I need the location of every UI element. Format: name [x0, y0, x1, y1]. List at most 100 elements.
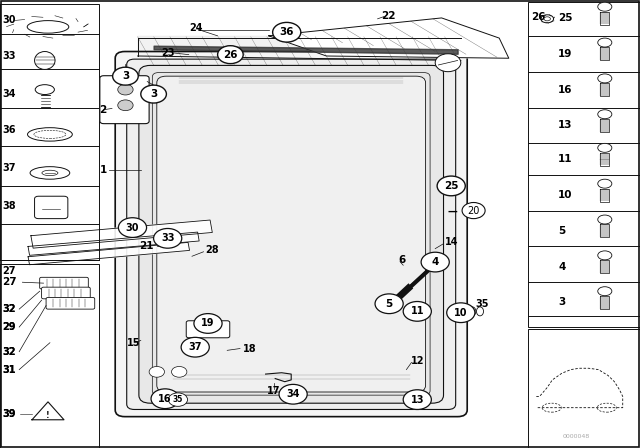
Circle shape [118, 218, 147, 237]
Text: 34: 34 [2, 89, 15, 99]
Ellipse shape [598, 215, 612, 224]
Circle shape [273, 22, 301, 42]
Text: 4: 4 [558, 262, 566, 271]
Circle shape [437, 176, 465, 196]
Text: 4: 4 [431, 257, 439, 267]
FancyBboxPatch shape [35, 196, 68, 219]
Text: 10: 10 [558, 190, 573, 200]
Text: 39: 39 [2, 409, 15, 419]
Ellipse shape [598, 110, 612, 119]
Text: 19: 19 [201, 319, 215, 328]
Text: 36: 36 [280, 27, 294, 37]
FancyBboxPatch shape [157, 76, 426, 392]
Text: 16: 16 [558, 85, 573, 95]
Text: 32: 32 [2, 304, 15, 314]
Text: 37: 37 [2, 163, 15, 173]
Text: 21: 21 [139, 241, 154, 251]
Circle shape [403, 302, 431, 321]
Circle shape [403, 390, 431, 409]
Text: 27: 27 [2, 277, 17, 287]
Ellipse shape [476, 307, 484, 316]
Text: 35: 35 [476, 299, 489, 309]
Polygon shape [31, 220, 212, 248]
Text: 25: 25 [558, 13, 573, 23]
Circle shape [421, 252, 449, 272]
Circle shape [151, 389, 179, 409]
Text: 11: 11 [558, 154, 573, 164]
Text: 5: 5 [558, 226, 565, 236]
Circle shape [218, 46, 243, 64]
Text: 10: 10 [454, 308, 468, 318]
Text: 11: 11 [410, 306, 424, 316]
Text: 25: 25 [444, 181, 458, 191]
Text: 31: 31 [2, 365, 15, 375]
Text: 35: 35 [173, 395, 183, 404]
Ellipse shape [461, 307, 468, 316]
Text: 28: 28 [205, 245, 218, 255]
Text: 6: 6 [398, 255, 405, 265]
Text: 24: 24 [189, 23, 202, 33]
Text: 32: 32 [2, 347, 15, 357]
Text: 18: 18 [243, 344, 257, 353]
Text: 30: 30 [2, 15, 15, 25]
Text: 26: 26 [223, 50, 237, 60]
Polygon shape [28, 232, 199, 255]
Ellipse shape [468, 307, 476, 316]
Text: 2: 2 [99, 105, 106, 115]
FancyBboxPatch shape [100, 76, 149, 124]
Ellipse shape [544, 17, 550, 21]
Circle shape [181, 337, 209, 357]
Polygon shape [32, 402, 64, 420]
Ellipse shape [28, 128, 72, 141]
Text: 16: 16 [158, 394, 172, 404]
Text: 17: 17 [267, 386, 281, 396]
Polygon shape [269, 18, 509, 58]
Ellipse shape [30, 167, 70, 179]
FancyBboxPatch shape [127, 59, 456, 409]
Text: !: ! [46, 411, 50, 420]
Ellipse shape [598, 2, 612, 11]
Circle shape [462, 202, 485, 219]
Circle shape [168, 393, 188, 406]
Ellipse shape [541, 15, 554, 23]
Circle shape [375, 294, 403, 314]
Text: —: — [448, 207, 458, 217]
Text: 32: 32 [2, 304, 15, 314]
Text: 36: 36 [2, 125, 15, 135]
Text: 19: 19 [558, 49, 572, 59]
Text: 29: 29 [2, 322, 15, 332]
Circle shape [172, 366, 187, 377]
Text: 31: 31 [2, 365, 15, 375]
Circle shape [118, 100, 133, 111]
Text: 34: 34 [286, 389, 300, 399]
Text: 3: 3 [558, 297, 565, 307]
Text: 13: 13 [558, 121, 573, 130]
Circle shape [141, 85, 166, 103]
Text: 5: 5 [385, 299, 393, 309]
Circle shape [447, 303, 475, 323]
Circle shape [149, 366, 164, 377]
Text: 22: 22 [381, 11, 396, 21]
Text: 33: 33 [2, 51, 15, 61]
Text: 37: 37 [188, 342, 202, 352]
FancyBboxPatch shape [40, 277, 88, 289]
FancyBboxPatch shape [42, 287, 90, 299]
Text: 1: 1 [100, 165, 108, 175]
Text: 29: 29 [2, 322, 15, 332]
Ellipse shape [598, 179, 612, 188]
Ellipse shape [35, 85, 54, 95]
Text: 23: 23 [161, 48, 175, 58]
Text: 33: 33 [161, 233, 175, 243]
FancyBboxPatch shape [186, 321, 230, 338]
Ellipse shape [598, 287, 612, 296]
Text: 32: 32 [2, 347, 15, 357]
Ellipse shape [598, 143, 612, 152]
Text: 0000048: 0000048 [563, 434, 589, 439]
Ellipse shape [27, 21, 69, 33]
Text: 38: 38 [2, 201, 15, 211]
Ellipse shape [598, 38, 612, 47]
Text: 27: 27 [2, 266, 15, 276]
Text: 30: 30 [125, 223, 140, 233]
FancyBboxPatch shape [115, 52, 467, 417]
FancyBboxPatch shape [46, 297, 95, 309]
